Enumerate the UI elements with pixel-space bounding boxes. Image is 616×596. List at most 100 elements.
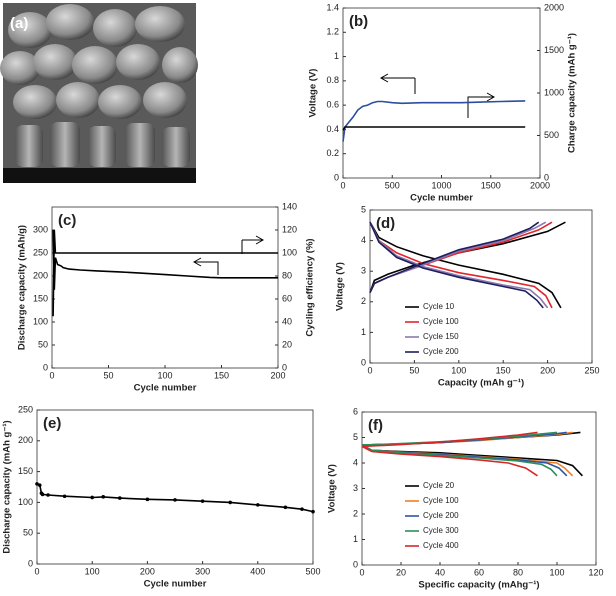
x-tick-label: 250 [584, 365, 599, 375]
panel-label: (d) [376, 215, 395, 232]
legend-label: Cycle 100 [423, 317, 459, 326]
data-point [255, 503, 260, 507]
y-tick-label: 200 [33, 270, 48, 280]
y-tick-label: 250 [33, 247, 48, 257]
data-point [228, 500, 232, 505]
y-tick-label: 0 [43, 362, 48, 372]
panel-label: (b) [349, 13, 368, 30]
x-tick-label: 100 [85, 566, 100, 576]
y-axis-label: Voltage (V) [308, 69, 319, 118]
x-tick-label: 100 [451, 365, 466, 375]
y-tick-label: 6 [353, 406, 358, 416]
x-tick-label: 400 [250, 566, 265, 576]
x-axis-label: Cycle number [410, 193, 473, 204]
legend-label: Cycle 150 [423, 332, 459, 341]
series-line [361, 431, 538, 477]
y-tick-label: 1 [353, 534, 358, 544]
x-tick-label: 0 [359, 567, 364, 577]
data-point [118, 496, 122, 500]
data-point [40, 492, 45, 497]
panel-label: (c) [58, 212, 76, 229]
y-tick-label: 1.4 [326, 2, 339, 12]
x-tick-label: 60 [474, 567, 484, 577]
panel-label: (e) [43, 415, 61, 432]
x-tick-label: 50 [409, 365, 419, 375]
y2-axis-label: Charge capacity (mAh g⁻¹) [567, 33, 578, 153]
y-axis-label: Voltage (V) [335, 262, 346, 311]
plot-frame [36, 409, 314, 565]
y-tick-label: 4 [353, 457, 358, 467]
y2-tick-label: 40 [282, 316, 292, 326]
legend-label: Cycle 400 [423, 541, 459, 550]
y2-tick-label: 60 [282, 293, 292, 303]
y-tick-label: 0 [334, 172, 339, 182]
series-line [36, 483, 314, 513]
x-tick-label: 200 [270, 370, 285, 380]
legend-label: Cycle 100 [423, 496, 459, 505]
x-axis-label: Cycle number [144, 579, 207, 590]
y-axis-label: Voltage (V) [327, 464, 338, 513]
y-tick-label: 100 [18, 497, 33, 507]
y-tick-label: 50 [38, 339, 48, 349]
data-point [200, 499, 205, 503]
x-tick-label: 100 [157, 370, 172, 380]
x-tick-label: 200 [540, 365, 555, 375]
x-tick-label: 0 [340, 180, 345, 190]
y-tick-label: 4 [361, 235, 366, 245]
y-tick-label: 300 [33, 224, 48, 234]
x-tick-label: 80 [513, 567, 523, 577]
x-tick-label: 40 [435, 567, 445, 577]
y-tick-label: 0.8 [326, 75, 339, 85]
x-tick-label: 200 [140, 566, 155, 576]
data-point [101, 495, 106, 499]
y2-tick-label: 140 [282, 201, 297, 211]
series-line [369, 221, 544, 309]
y-tick-label: 250 [18, 404, 33, 414]
x-tick-label: 100 [549, 567, 564, 577]
y2-tick-label: 20 [282, 339, 292, 349]
series-line [342, 100, 526, 142]
legend-label: Cycle 300 [423, 526, 459, 535]
y2-tick-label: 1000 [544, 87, 564, 97]
y-tick-label: 5 [353, 432, 358, 442]
y-tick-label: 2 [353, 508, 358, 518]
y-tick-label: 0 [361, 357, 366, 367]
plot-frame [369, 209, 593, 364]
y-tick-label: 0.6 [326, 100, 339, 110]
y-tick-label: 150 [18, 466, 33, 476]
x-tick-label: 2000 [530, 180, 550, 190]
panel-label: (a) [10, 15, 28, 32]
y-tick-label: 3 [353, 483, 358, 493]
x-axis-label: Cycle number [134, 383, 197, 394]
data-point [35, 482, 39, 486]
data-point [311, 509, 315, 514]
x-tick-label: 500 [305, 566, 320, 576]
y2-tick-label: 2000 [544, 2, 564, 12]
series-line [52, 229, 278, 317]
legend-label: Cycle 20 [423, 481, 455, 490]
y2-tick-label: 0 [282, 362, 287, 372]
x-tick-label: 50 [103, 370, 113, 380]
y-tick-label: 1 [361, 327, 366, 337]
data-point [62, 494, 67, 499]
y2-tick-label: 0 [544, 172, 549, 182]
y2-tick-label: 80 [282, 270, 292, 280]
y2-axis-label: Cycling efficiency (%) [305, 238, 316, 336]
data-point [90, 495, 94, 500]
y-tick-label: 1.2 [326, 27, 339, 37]
y-tick-label: 0.4 [326, 124, 339, 134]
y-tick-label: 50 [23, 528, 33, 538]
legend-label: Cycle 10 [423, 302, 455, 311]
annotation-arrows [192, 73, 496, 275]
y-tick-label: 100 [33, 316, 48, 326]
x-tick-label: 1000 [431, 180, 451, 190]
x-axis-label: Capacity (mAh g⁻¹) [438, 378, 524, 389]
x-tick-label: 0 [34, 566, 39, 576]
data-point [283, 505, 288, 510]
y-tick-label: 5 [361, 204, 366, 214]
x-tick-label: 1500 [481, 180, 501, 190]
data-point [300, 507, 304, 511]
x-tick-label: 0 [49, 370, 54, 380]
x-tick-label: 0 [367, 365, 372, 375]
